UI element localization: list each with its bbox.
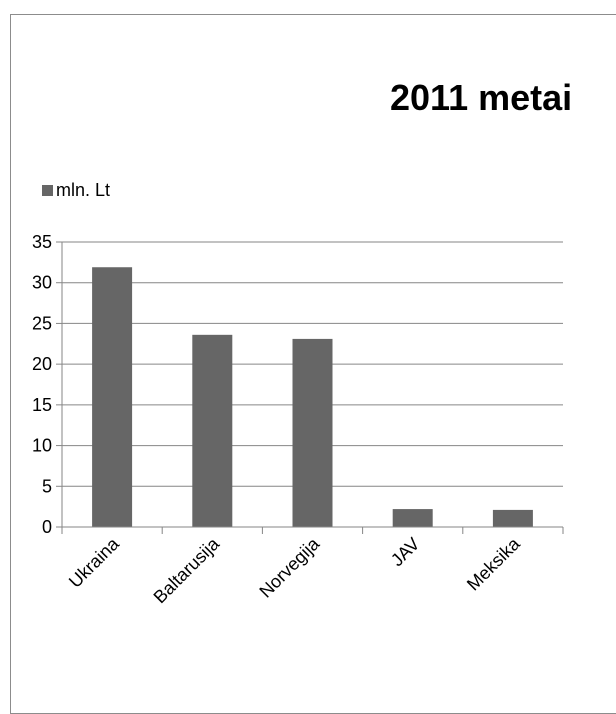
x-tick-label: Norvegija: [255, 533, 324, 602]
chart-plot: 0 5 10 15 20 25 30 35 Ukraina Baltarusija Norvegij…: [32, 232, 564, 607]
y-tick-label: 30: [32, 273, 52, 293]
bar-jav: [392, 509, 433, 527]
y-tick-label: 0: [42, 517, 52, 537]
axes: [56, 241, 564, 534]
x-tick-label: Meksika: [463, 533, 525, 595]
legend-swatch: [42, 185, 53, 196]
x-tick-label: Baltarusija: [150, 533, 224, 607]
y-tick-label: 35: [32, 232, 52, 252]
bars: [92, 267, 533, 527]
bar-ukraina: [92, 267, 133, 527]
y-tick-label: 5: [42, 476, 52, 496]
y-tick-label: 10: [32, 436, 52, 456]
y-tick-label: 15: [32, 395, 52, 415]
y-tick-label: 25: [32, 313, 52, 333]
y-tick-label: 20: [32, 354, 52, 374]
bar-baltarusija: [192, 334, 233, 527]
bar-meksika: [492, 509, 533, 527]
chart-title: 2011 metai: [390, 77, 573, 118]
x-tick-label: Ukraina: [65, 533, 124, 592]
x-tick-label: JAV: [387, 534, 424, 571]
legend: mln. Lt: [42, 180, 110, 201]
legend-label: mln. Lt: [56, 180, 111, 200]
bar-norvegija: [292, 338, 333, 527]
